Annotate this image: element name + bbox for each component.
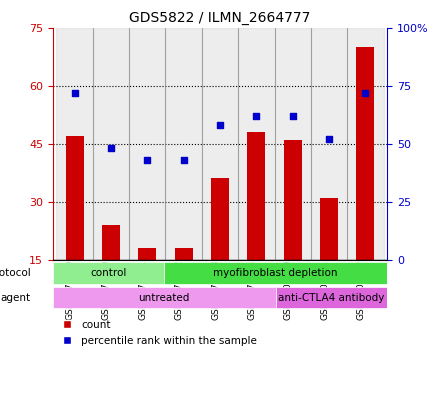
Title: GDS5822 / ILMN_2664777: GDS5822 / ILMN_2664777 bbox=[129, 11, 311, 25]
Point bbox=[326, 136, 333, 142]
Text: agent: agent bbox=[0, 292, 30, 303]
Bar bbox=[175, 248, 193, 260]
Bar bbox=[311, 28, 347, 260]
Text: protocol: protocol bbox=[0, 268, 30, 278]
Bar bbox=[202, 28, 238, 260]
Point bbox=[362, 89, 369, 95]
Point bbox=[253, 113, 260, 119]
Point bbox=[289, 113, 296, 119]
FancyBboxPatch shape bbox=[53, 262, 164, 284]
Text: control: control bbox=[90, 268, 127, 278]
Text: untreated: untreated bbox=[139, 292, 190, 303]
Bar bbox=[320, 198, 338, 260]
Bar bbox=[129, 28, 165, 260]
Text: myofibroblast depletion: myofibroblast depletion bbox=[213, 268, 338, 278]
Bar bbox=[102, 225, 120, 260]
Bar bbox=[93, 28, 129, 260]
Bar bbox=[347, 28, 384, 260]
Bar bbox=[356, 47, 374, 260]
Bar bbox=[211, 178, 229, 260]
Point bbox=[107, 145, 114, 151]
Point bbox=[180, 157, 187, 163]
Bar bbox=[275, 28, 311, 260]
FancyBboxPatch shape bbox=[276, 286, 387, 308]
Point bbox=[216, 122, 224, 128]
Text: anti-CTLA4 antibody: anti-CTLA4 antibody bbox=[278, 292, 385, 303]
Point bbox=[144, 157, 151, 163]
Bar bbox=[284, 140, 302, 260]
Legend: count, percentile rank within the sample: count, percentile rank within the sample bbox=[58, 316, 261, 350]
Bar bbox=[138, 248, 156, 260]
FancyBboxPatch shape bbox=[53, 286, 276, 308]
Bar bbox=[165, 28, 202, 260]
Bar bbox=[66, 136, 84, 260]
Bar bbox=[247, 132, 265, 260]
Bar bbox=[238, 28, 275, 260]
Bar bbox=[56, 28, 93, 260]
Point bbox=[71, 89, 78, 95]
FancyBboxPatch shape bbox=[164, 262, 387, 284]
